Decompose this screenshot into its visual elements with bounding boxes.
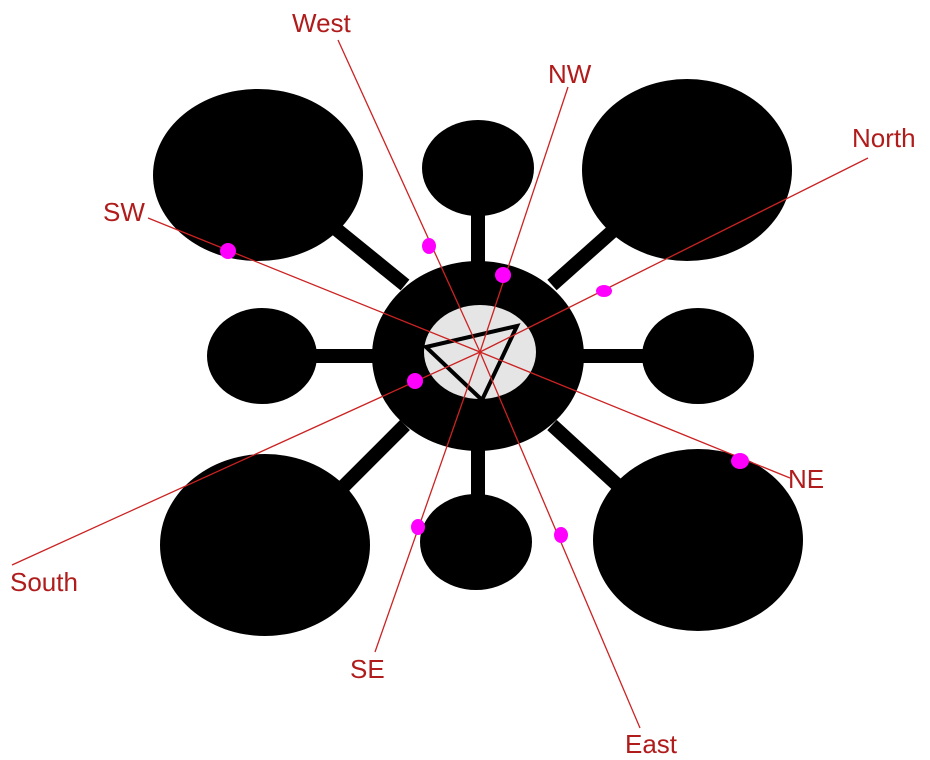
label-sw: SW — [103, 197, 145, 227]
blob-right — [642, 308, 754, 404]
ray-south — [11, 351, 481, 566]
marker-west — [422, 238, 436, 254]
blob-bottom-left — [160, 454, 370, 636]
blob-top — [422, 120, 534, 216]
blob-bottom-right — [593, 449, 803, 631]
ray-north — [479, 157, 869, 353]
center-triangle — [421, 323, 521, 404]
direction-labels: North NW West SW South SE East NE — [10, 8, 916, 759]
blob-bottom — [420, 494, 532, 590]
label-south: South — [10, 567, 78, 597]
markers — [220, 238, 749, 543]
marker-ne — [731, 453, 749, 469]
marker-north — [596, 285, 612, 297]
marker-sw — [220, 243, 236, 259]
spoke-top-left — [320, 214, 410, 291]
blob-top-right — [582, 79, 792, 261]
label-nw: NW — [548, 59, 592, 89]
marker-south — [407, 373, 423, 389]
marker-nw — [495, 267, 511, 283]
label-se: SE — [350, 654, 385, 684]
ray-se — [374, 351, 481, 653]
blob-left — [207, 308, 317, 404]
blob-top-left — [153, 89, 363, 261]
ray-nw — [479, 86, 569, 353]
marker-east — [554, 527, 568, 543]
ray-sw — [147, 217, 481, 353]
label-ne: NE — [788, 464, 824, 494]
label-west: West — [292, 8, 352, 38]
marker-se — [411, 519, 425, 535]
label-east: East — [625, 729, 678, 759]
ray-west — [337, 39, 481, 353]
spoke-bottom-right — [547, 419, 630, 498]
label-north: North — [852, 123, 916, 153]
outer-blobs — [153, 79, 803, 636]
